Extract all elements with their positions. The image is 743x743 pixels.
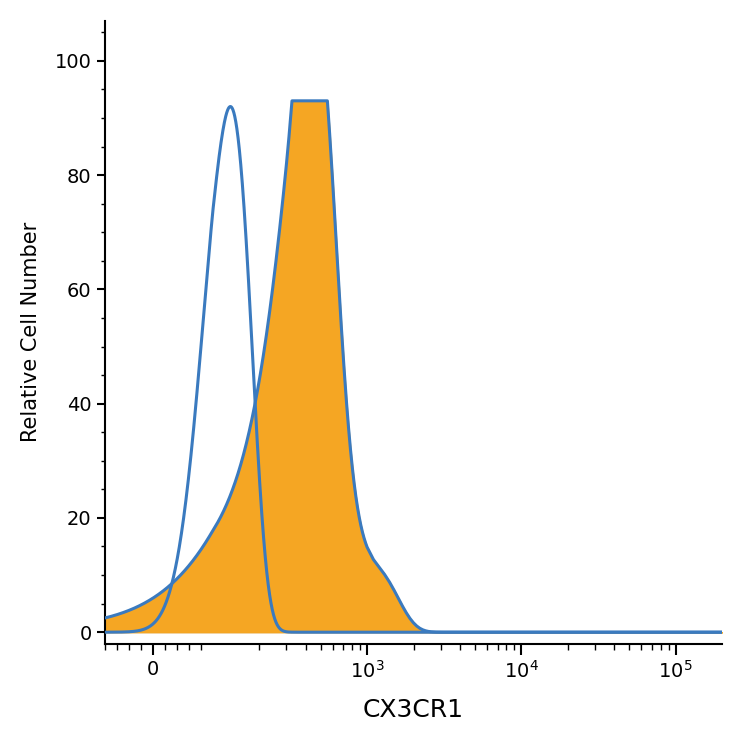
Y-axis label: Relative Cell Number: Relative Cell Number [21,222,41,442]
X-axis label: CX3CR1: CX3CR1 [363,698,464,722]
